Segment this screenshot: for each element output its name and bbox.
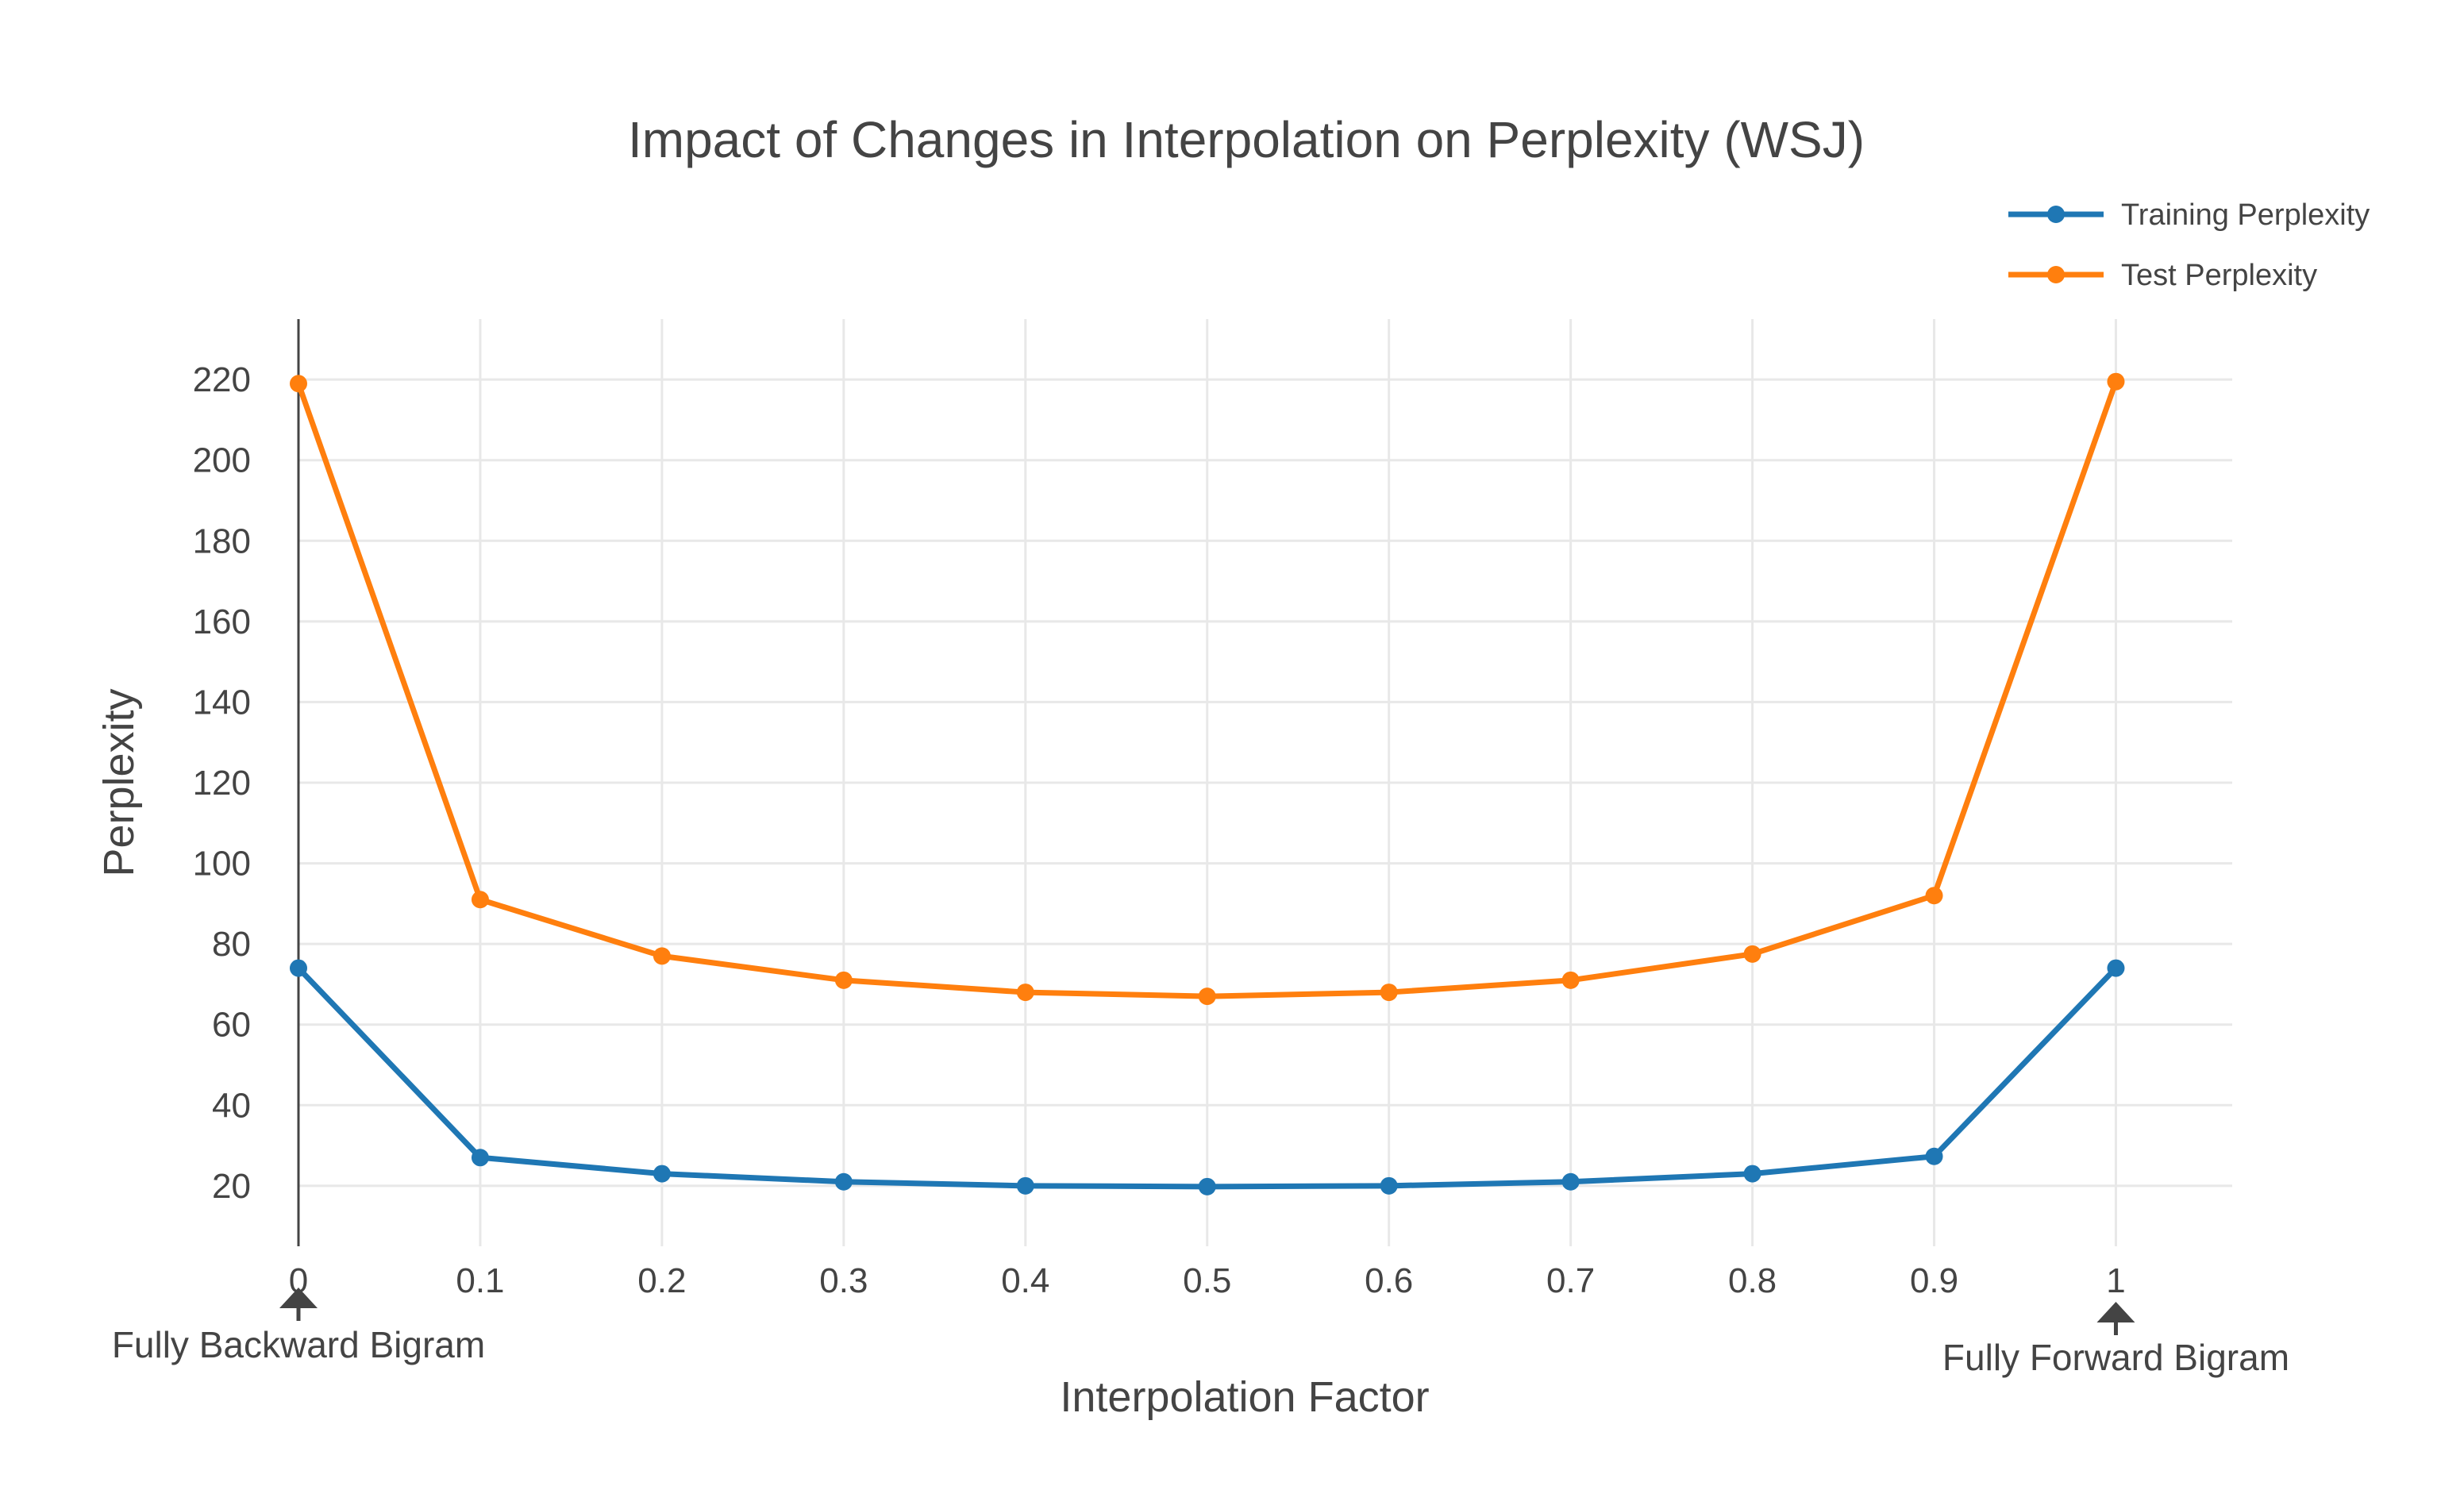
legend-item[interactable]: Training Perplexity [2008, 198, 2370, 232]
x-tick-label: 0.2 [637, 1261, 686, 1300]
x-tick-label: 0.7 [1546, 1261, 1595, 1300]
data-point[interactable] [471, 891, 489, 909]
annotation: Fully Backward Bigram [112, 1288, 485, 1365]
gridlines [297, 319, 2232, 1246]
data-point[interactable] [290, 959, 307, 977]
data-point[interactable] [1198, 1177, 1216, 1195]
x-tick-label: 0.8 [1728, 1261, 1777, 1300]
y-tick-label: 100 [193, 845, 251, 884]
y-tick-label: 180 [193, 522, 251, 560]
chart-title: Impact of Changes in Interpolation on Pe… [628, 111, 1865, 168]
legend[interactable]: Training Perplexity Test Perplexity [2008, 198, 2370, 292]
legend-item[interactable]: Test Perplexity [2008, 259, 2317, 292]
x-tick-label: 0.1 [456, 1261, 504, 1300]
data-point[interactable] [1743, 945, 1761, 963]
data-point[interactable] [834, 1172, 853, 1191]
data-point[interactable] [1380, 1176, 1398, 1195]
y-tick-label: 160 [193, 602, 251, 641]
data-point[interactable] [834, 971, 853, 989]
data-point[interactable] [1561, 971, 1580, 989]
x-tick-label: 1 [2106, 1261, 2125, 1300]
y-tick-label: 120 [193, 764, 251, 803]
annotation-label: Fully Backward Bigram [112, 1324, 485, 1365]
series-lines [290, 372, 2125, 1195]
data-point[interactable] [1380, 984, 1398, 1002]
data-point[interactable] [1016, 1176, 1034, 1195]
tick-labels: 0 0.1 0.2 0.3 0.4 0.5 0.6 0.7 0.8 0.9 120406080100… [193, 360, 2126, 1300]
data-point[interactable] [471, 1149, 489, 1167]
data-point[interactable] [1016, 984, 1034, 1002]
x-tick-label: 0.5 [1183, 1261, 1231, 1300]
y-tick-label: 60 [212, 1006, 251, 1045]
y-tick-label: 20 [212, 1167, 251, 1206]
data-point[interactable] [1743, 1165, 1761, 1183]
up-arrow-icon [2096, 1302, 2135, 1322]
up-arrow-icon [279, 1288, 318, 1308]
x-axis-title: Interpolation Factor [1060, 1373, 1429, 1421]
data-point[interactable] [1925, 887, 1943, 905]
series-test-perplexity [290, 372, 2125, 1006]
annotation: Fully Forward Bigram [1942, 1302, 2289, 1378]
legend-swatch-marker [2047, 266, 2065, 283]
data-point[interactable] [653, 947, 671, 965]
x-tick-label: 0.4 [1001, 1261, 1049, 1300]
y-tick-label: 80 [212, 925, 251, 964]
x-tick-label: 0.9 [1910, 1261, 1958, 1300]
legend-swatch-marker [2047, 206, 2065, 223]
data-point[interactable] [2107, 372, 2125, 391]
y-tick-label: 200 [193, 441, 251, 480]
y-tick-label: 140 [193, 683, 251, 722]
y-tick-label: 40 [212, 1086, 251, 1125]
legend-label: Test Perplexity [2121, 259, 2317, 292]
legend-label: Training Perplexity [2121, 198, 2370, 232]
annotations: Fully Backward Bigram Fully Forward Bigra… [112, 1288, 2289, 1378]
y-axis-title: Perplexity [95, 688, 143, 876]
y-tick-label: 220 [193, 360, 251, 399]
data-point[interactable] [2107, 959, 2125, 977]
x-tick-label: 0.3 [819, 1261, 868, 1300]
data-point[interactable] [653, 1165, 671, 1183]
data-point[interactable] [1198, 987, 1216, 1006]
series-training-perplexity [290, 959, 2125, 1195]
data-point[interactable] [1561, 1172, 1580, 1191]
annotation-label: Fully Forward Bigram [1942, 1337, 2289, 1378]
data-point[interactable] [1925, 1147, 1943, 1165]
x-tick-label: 0.6 [1365, 1261, 1413, 1300]
data-point[interactable] [290, 375, 307, 393]
